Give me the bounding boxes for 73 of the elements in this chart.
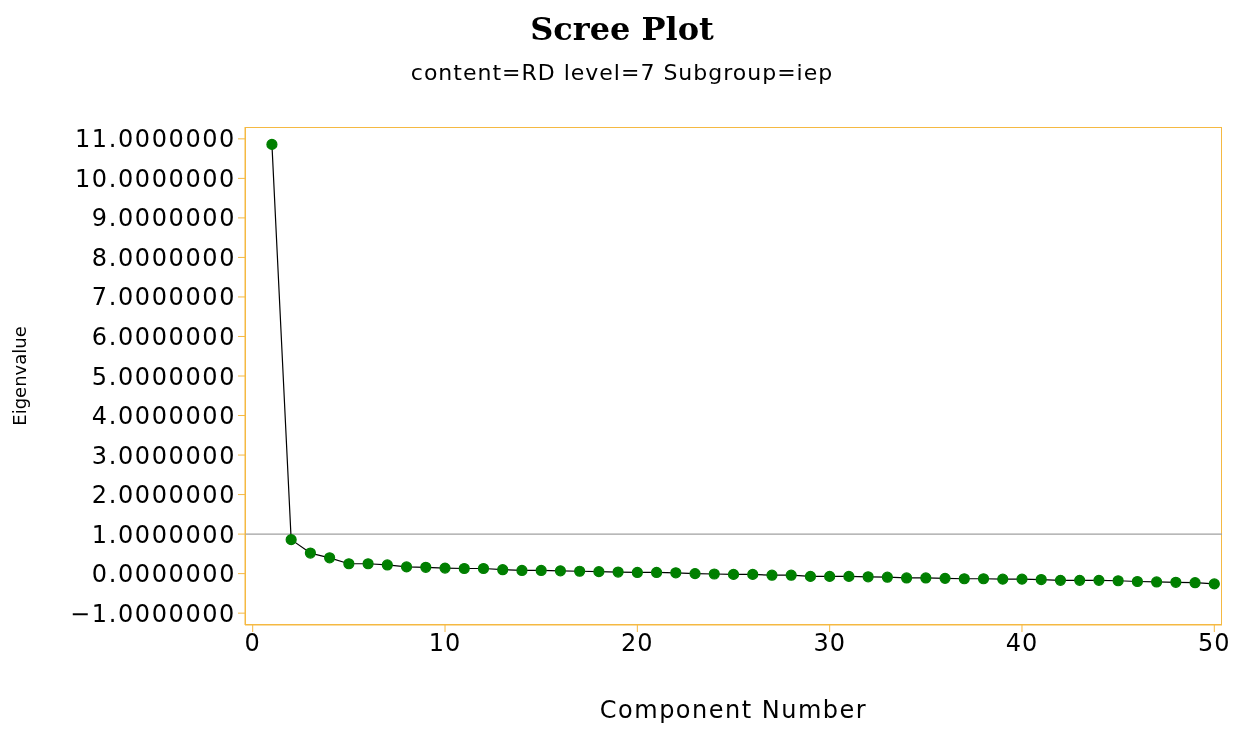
point	[785, 569, 797, 581]
y-tick-label: 6.0000000	[91, 323, 236, 351]
point	[304, 547, 316, 559]
point	[285, 534, 297, 546]
y-tick-label: 7.0000000	[91, 283, 236, 312]
y-tick-label: 3.0000000	[91, 441, 236, 470]
x-tick-label: 10	[428, 629, 462, 658]
point	[381, 559, 393, 571]
y-tick-label: 8.0000000	[91, 243, 236, 272]
point	[958, 573, 970, 585]
x-axis-title: Component Number	[599, 696, 868, 724]
y-axis-title: Eigenvalue	[9, 326, 31, 426]
point	[650, 566, 663, 579]
point	[920, 572, 932, 584]
point	[497, 564, 509, 576]
y-tick-label: −1.0000000	[70, 599, 236, 628]
point	[977, 573, 990, 585]
chart-subtitle: content=RD level=7 Subgroup=iep	[409, 60, 835, 85]
point	[554, 565, 567, 577]
point	[1131, 575, 1143, 588]
y-tick-label: 9.0000000	[91, 204, 236, 233]
point	[593, 566, 605, 578]
y-tick-label: 1.0000000	[91, 520, 236, 549]
point	[420, 561, 432, 573]
point	[516, 564, 528, 577]
point	[1208, 578, 1220, 590]
point	[900, 572, 913, 584]
point	[766, 569, 778, 581]
point	[824, 570, 836, 582]
point	[1189, 577, 1201, 589]
point	[727, 568, 740, 581]
point	[997, 573, 1009, 585]
point	[343, 558, 355, 570]
y-tick-label: 0.0000000	[91, 560, 236, 589]
y-tick-label: 2.0000000	[91, 481, 236, 510]
point	[1054, 574, 1067, 586]
point	[574, 565, 586, 577]
point	[266, 138, 278, 150]
point	[1074, 574, 1086, 586]
point	[1035, 573, 1047, 586]
point	[804, 570, 817, 582]
point	[477, 562, 490, 575]
point	[1112, 575, 1124, 587]
point	[939, 572, 951, 584]
point	[881, 571, 893, 583]
point	[1170, 576, 1182, 588]
point	[324, 552, 336, 564]
point	[535, 564, 547, 577]
point	[400, 561, 413, 573]
point	[362, 558, 374, 570]
point	[458, 562, 470, 575]
y-tick-label: 11.0000000	[74, 125, 236, 154]
y-tick-label: 5.0000000	[91, 362, 236, 391]
y-tick-label: 10.0000000	[74, 164, 236, 193]
chart-title: Scree Plot	[529, 10, 715, 48]
x-tick-label: 30	[813, 629, 846, 658]
y-tick-label: 4.0000000	[91, 402, 236, 431]
point	[708, 568, 720, 580]
x-tick-label: 50	[1198, 629, 1231, 658]
point	[1016, 573, 1028, 585]
point	[612, 566, 624, 578]
point	[1093, 574, 1105, 586]
x-tick-label: 0	[244, 629, 261, 658]
point	[843, 570, 855, 582]
x-tick-label: 20	[621, 629, 654, 658]
point	[862, 571, 874, 583]
point	[439, 562, 451, 574]
x-tick-label: 40	[1005, 629, 1039, 658]
point	[670, 567, 682, 579]
point	[631, 566, 643, 579]
point	[689, 568, 701, 580]
point	[747, 568, 759, 581]
point	[1151, 576, 1163, 588]
